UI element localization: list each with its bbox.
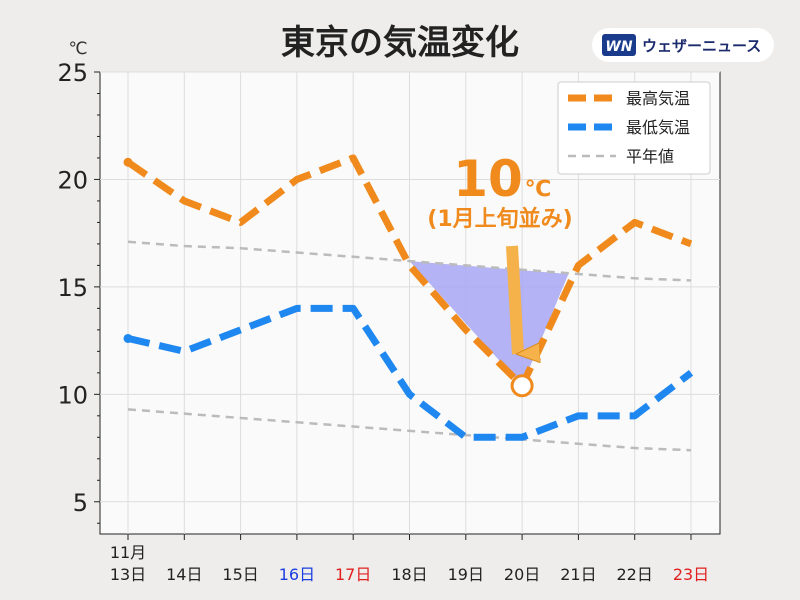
x-tick-label: 21日 bbox=[560, 565, 596, 584]
series-layer bbox=[123, 154, 694, 452]
y-tick-label: 10 bbox=[57, 381, 88, 409]
x-tick-label: 23日 bbox=[673, 565, 709, 584]
y-tick-label: 15 bbox=[57, 274, 88, 302]
x-tick-label: 18日 bbox=[391, 565, 427, 584]
x-axis: 13日 14日 15日 16日 17日 18日 19日 20日 21日 22日 23日 bbox=[110, 534, 709, 584]
brand-badge: WN ウェザーニュース bbox=[592, 28, 774, 62]
month-label: 11月 bbox=[110, 543, 146, 562]
x-tick-label: 15日 bbox=[222, 565, 258, 584]
series-line-low bbox=[127, 304, 694, 441]
x-tick-label: 19日 bbox=[448, 565, 484, 584]
highlight-point bbox=[510, 374, 534, 398]
legend-label-high: 最高気温 bbox=[626, 89, 690, 108]
x-tick-label: 14日 bbox=[166, 565, 202, 584]
y-tick-label: 25 bbox=[57, 59, 88, 87]
x-tick-label: 20日 bbox=[504, 565, 540, 584]
chart-title: 東京の気温変化 bbox=[281, 23, 519, 63]
x-tick-label: 13日 bbox=[110, 565, 146, 584]
series-line-normal bbox=[127, 240, 692, 282]
annotation-arrow bbox=[506, 245, 518, 354]
y-tick-label: 5 bbox=[73, 489, 88, 517]
legend-label-normal: 平年値 bbox=[626, 147, 674, 166]
brand-logo-icon bbox=[602, 34, 636, 56]
y-axis: 5 10 15 20 25 bbox=[57, 59, 100, 524]
series-start-point-low bbox=[123, 333, 133, 343]
annotation-note: (1月上旬並み) bbox=[427, 206, 572, 232]
x-tick-label: 17日 bbox=[335, 565, 371, 584]
legend-label-low: 最低気温 bbox=[626, 118, 690, 137]
brand-name: ウェザーニュース bbox=[642, 37, 761, 55]
brand-logo-text: WN bbox=[605, 39, 632, 55]
annotation: 10 ℃ (1月上旬並み) bbox=[427, 150, 572, 232]
annotation-value: 10 bbox=[453, 150, 523, 208]
y-tick-label: 20 bbox=[57, 166, 88, 194]
x-tick-label: 16日 bbox=[279, 565, 315, 584]
y-axis-unit: ℃ bbox=[68, 39, 87, 59]
annotation-unit: ℃ bbox=[525, 177, 552, 202]
series-line-high bbox=[126, 154, 693, 390]
series-line-normal bbox=[127, 408, 692, 452]
series-start-point-high bbox=[123, 157, 133, 167]
x-tick-label: 22日 bbox=[617, 565, 653, 584]
